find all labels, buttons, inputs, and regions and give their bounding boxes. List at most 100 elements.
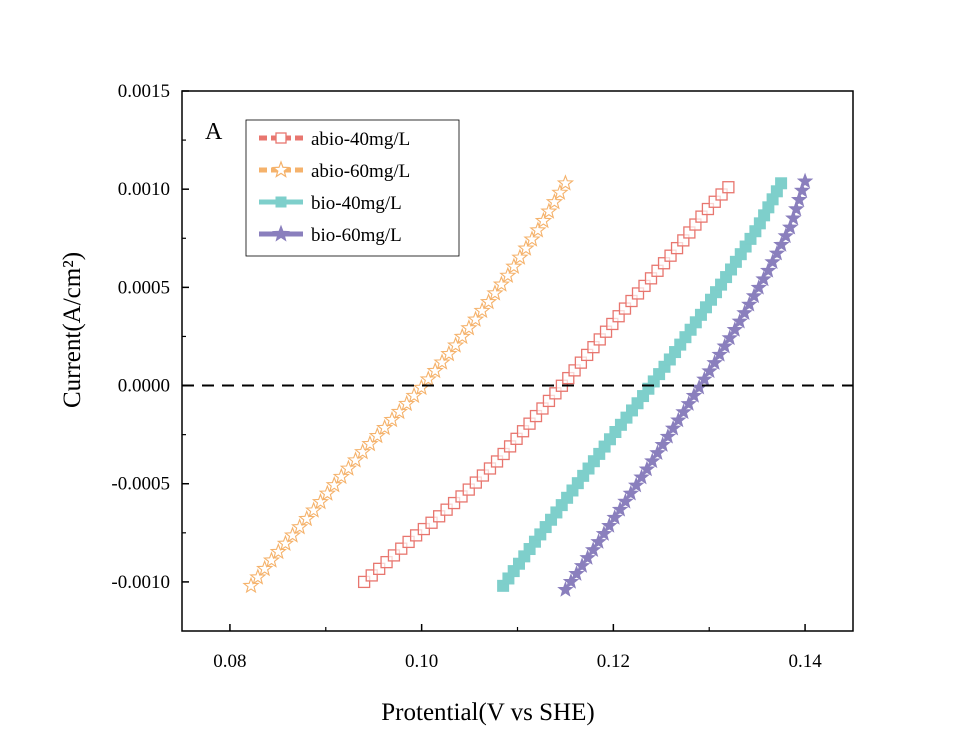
legend-label-bio-60: bio-60mg/L <box>311 225 402 246</box>
data-point <box>325 476 343 493</box>
legend: abio-40mg/L abio-60mg/L bio-40mg/L bio-6… <box>245 119 460 257</box>
data-point <box>545 193 564 210</box>
data-point <box>256 559 274 577</box>
data-point <box>305 501 323 518</box>
data-point <box>542 394 556 408</box>
legend-marker-abio-40 <box>275 132 287 144</box>
data-point <box>425 516 438 529</box>
legend-marker-bio-40 <box>275 196 287 208</box>
data-point <box>447 496 461 510</box>
data-point <box>579 549 596 565</box>
data-point <box>540 202 558 219</box>
x-tick-label: 0.12 <box>597 651 630 672</box>
data-point <box>664 419 682 436</box>
data-point <box>617 492 634 509</box>
data-point <box>590 533 607 549</box>
data-point <box>492 275 511 292</box>
data-point <box>549 387 562 400</box>
data-point <box>376 418 394 436</box>
data-point <box>612 310 625 323</box>
data-point <box>568 364 581 377</box>
data-point <box>511 248 529 265</box>
data-point <box>741 295 758 312</box>
data-point <box>675 403 692 420</box>
y-axis-title: Current(A/cm²) <box>59 252 86 408</box>
data-point <box>755 270 772 287</box>
data-point <box>701 362 718 379</box>
data-point <box>775 177 788 190</box>
legend-item-bio-40: bio-40mg/L <box>259 193 402 214</box>
data-point <box>781 218 799 235</box>
data-point <box>249 568 267 585</box>
data-point <box>499 266 517 284</box>
data-point <box>446 336 465 353</box>
data-point <box>283 526 302 543</box>
data-point <box>785 209 802 226</box>
data-point <box>433 353 451 370</box>
data-point <box>455 490 468 503</box>
data-point <box>706 354 723 370</box>
data-layer <box>242 172 814 597</box>
data-point <box>574 356 588 369</box>
data-point <box>398 394 416 412</box>
legend-label-abio-60: abio-60mg/L <box>311 161 410 182</box>
data-point <box>750 279 768 295</box>
data-point <box>736 304 753 321</box>
data-point <box>790 191 808 207</box>
data-point <box>759 262 777 278</box>
data-point <box>417 522 430 536</box>
data-point <box>460 319 478 336</box>
data-point <box>726 321 744 337</box>
data-point <box>510 432 523 445</box>
data-point <box>551 183 569 201</box>
y-tick-label: 0.0000 <box>118 376 170 397</box>
data-point <box>625 294 638 308</box>
data-point <box>649 444 666 461</box>
data-point <box>573 557 591 573</box>
data-point <box>503 440 517 453</box>
legend-item-abio-60: abio-60mg/L <box>259 160 410 182</box>
data-point <box>346 451 365 468</box>
data-point <box>516 425 530 438</box>
data-point <box>721 329 739 346</box>
data-point <box>664 249 677 262</box>
data-point <box>395 542 408 555</box>
y-tick-label: 0.0005 <box>118 277 170 298</box>
data-point <box>462 483 475 496</box>
data-point <box>473 301 491 319</box>
data-point <box>670 241 684 255</box>
data-point <box>557 581 574 597</box>
data-point <box>380 555 393 569</box>
data-point <box>469 476 482 489</box>
data-point <box>659 428 677 444</box>
data-point <box>777 227 795 244</box>
data-point <box>599 325 613 338</box>
series-bio-60mg-l <box>557 172 814 597</box>
data-point <box>631 287 645 300</box>
legend-marker-abio-60 <box>271 160 291 178</box>
legend-label-abio-40: abio-40mg/L <box>311 129 410 150</box>
data-point <box>657 257 671 270</box>
data-point <box>788 200 805 217</box>
data-point <box>332 467 350 485</box>
data-point <box>476 469 490 482</box>
data-point <box>466 310 485 327</box>
data-point <box>685 387 703 403</box>
data-point <box>276 534 295 551</box>
data-point <box>373 562 386 575</box>
series-bio-40mg-l <box>497 177 788 592</box>
y-tick-label: -0.0005 <box>111 474 170 495</box>
data-point <box>361 434 379 452</box>
data-point <box>409 529 423 542</box>
legend-item-abio-40: abio-40mg/L <box>259 129 410 150</box>
data-point <box>745 287 763 304</box>
data-point <box>773 236 790 252</box>
data-point <box>606 317 619 331</box>
data-point <box>505 257 523 274</box>
data-point <box>479 292 498 310</box>
data-point <box>390 402 408 420</box>
data-point <box>402 535 415 549</box>
data-point <box>365 569 378 582</box>
x-tick-label: 0.14 <box>788 651 822 672</box>
data-point <box>269 542 287 560</box>
